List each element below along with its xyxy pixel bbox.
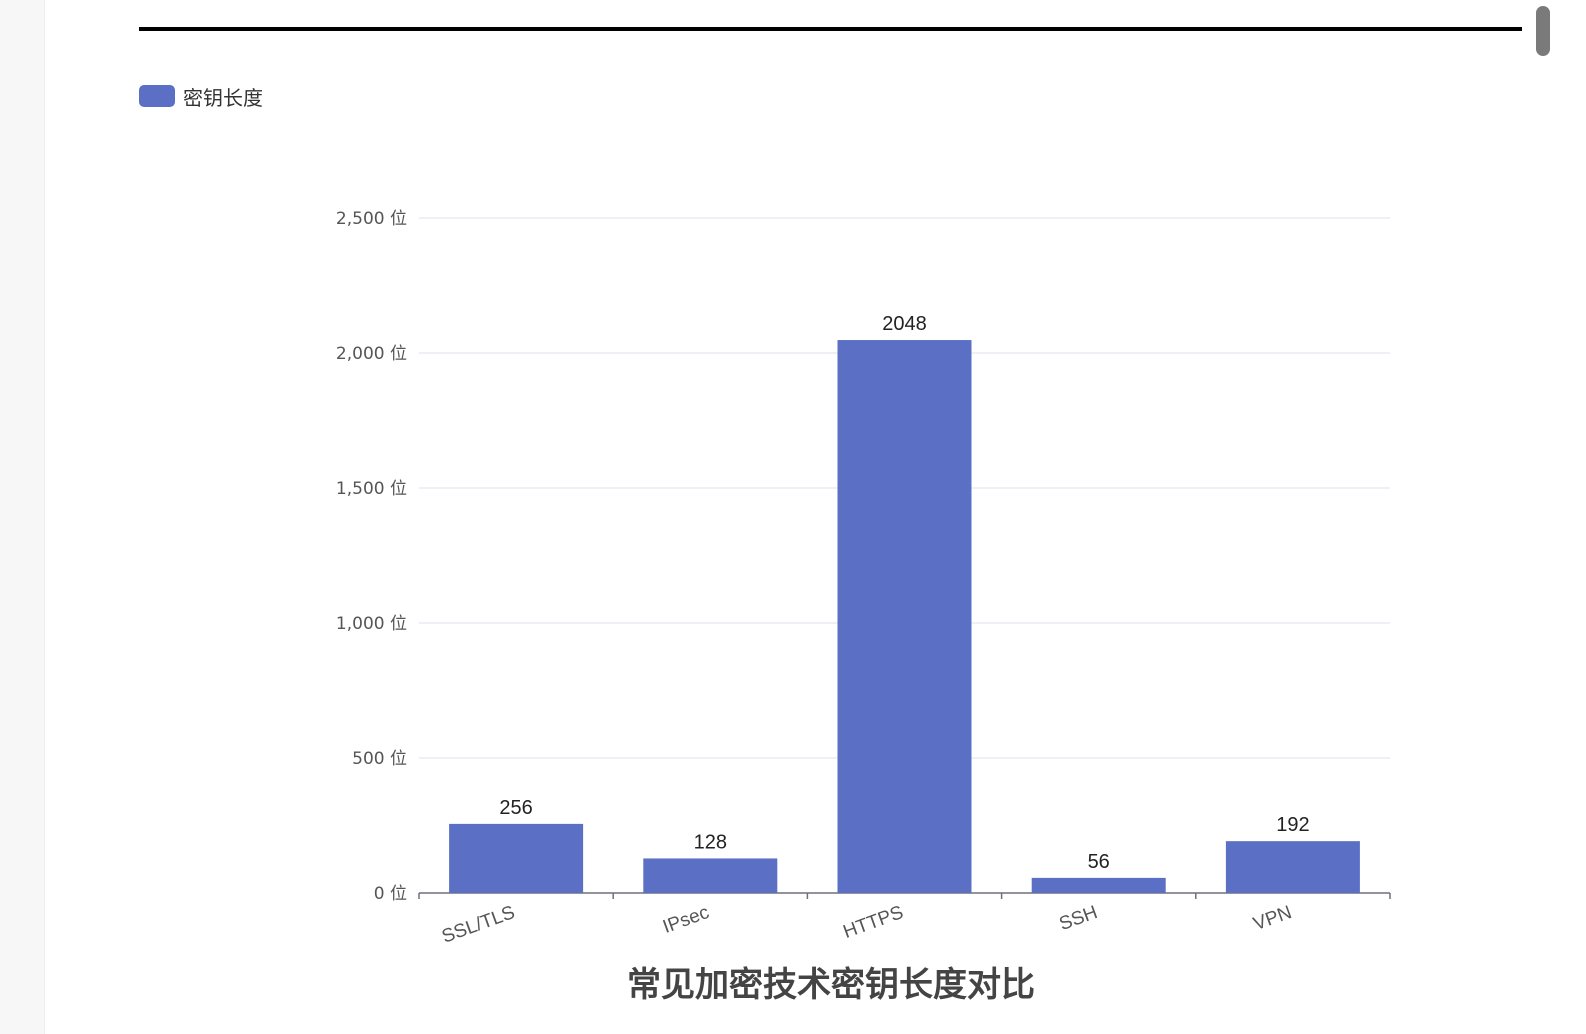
data-label: 128 [694,831,727,853]
bar-vpn [1225,841,1360,893]
data-label: 192 [1276,814,1309,836]
scrollbar-thumb[interactable] [1536,6,1550,56]
data-label: 56 [1088,851,1110,873]
gutter-divider [44,0,45,1034]
bar-ipsec [643,858,778,893]
x-tick-label: IPsec [660,902,712,938]
bar-ssl-tls [449,823,584,893]
page-gutter [0,0,44,1034]
y-tick-label: 500 位 [352,749,407,769]
chart-title: 常见加密技术密钥长度对比 [627,965,1035,1005]
x-tick-label: HTTPS [841,902,907,943]
legend-label: 密钥长度 [183,85,263,110]
y-tick-label: 0 位 [374,884,407,904]
y-tick-label: 2,000 位 [336,344,407,364]
y-tick-label: 2,500 位 [336,209,407,229]
y-tick-label: 1,000 位 [336,614,407,634]
chart-legend[interactable]: 密钥长度 [139,84,263,110]
legend-swatch [139,85,175,107]
x-tick-label: VPN [1251,902,1295,935]
x-tick-label: SSH [1057,902,1101,935]
bar-ssh [1031,877,1166,893]
data-label: 256 [499,797,532,819]
y-tick-label: 1,500 位 [336,479,407,499]
data-label: 2048 [882,313,927,335]
bar-https [837,340,972,893]
top-divider [139,27,1522,31]
x-tick-label: SSL/TLS [439,902,518,948]
